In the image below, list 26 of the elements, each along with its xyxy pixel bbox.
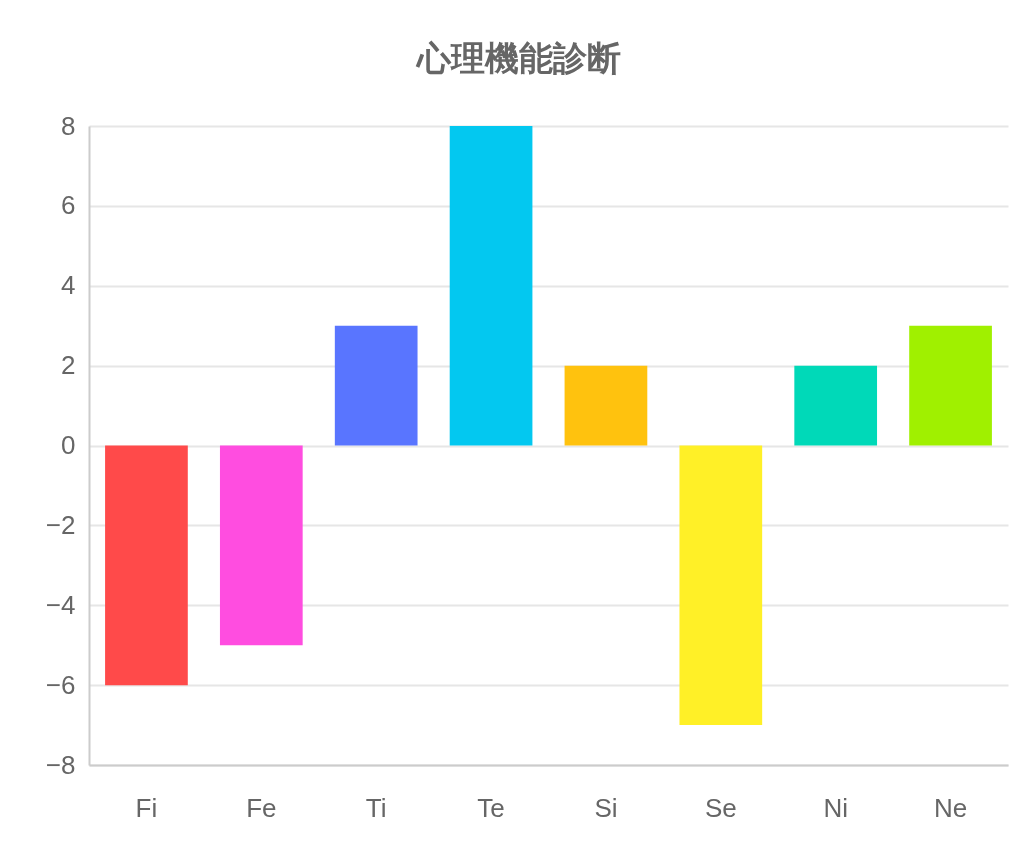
x-tick-label: Ti bbox=[365, 792, 387, 823]
bar bbox=[105, 445, 188, 686]
y-tick-label: 4 bbox=[61, 270, 76, 301]
bar bbox=[794, 365, 878, 446]
y-tick-label: 0 bbox=[61, 430, 76, 460]
x-tick-label: Se bbox=[704, 792, 737, 823]
x-tick-label: Fe bbox=[246, 792, 277, 823]
chart-title: 心理機能診断 bbox=[414, 39, 621, 77]
x-tick-label: Ni bbox=[823, 792, 848, 823]
x-tick-label: Ne bbox=[933, 792, 968, 823]
bar bbox=[449, 126, 533, 446]
bar bbox=[564, 365, 648, 446]
y-tick-label: 8 bbox=[61, 110, 76, 141]
x-tick-label: Te bbox=[477, 792, 505, 823]
y-tick-label: 2 bbox=[61, 350, 76, 381]
bar bbox=[909, 325, 992, 446]
bar bbox=[679, 445, 763, 726]
bar bbox=[219, 445, 303, 646]
y-tick-label: 6 bbox=[61, 190, 76, 221]
y-tick-label: −4 bbox=[45, 589, 76, 620]
y-tick-label: −6 bbox=[45, 669, 76, 700]
x-tick-label: Si bbox=[594, 792, 618, 823]
bar bbox=[334, 325, 418, 446]
x-tick-label: Fi bbox=[135, 792, 158, 823]
y-tick-label: −2 bbox=[45, 509, 76, 540]
y-tick-label: −8 bbox=[45, 749, 76, 780]
